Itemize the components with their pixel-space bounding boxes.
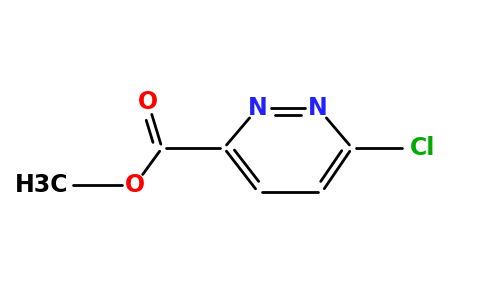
Text: O: O <box>125 173 145 197</box>
Text: N: N <box>248 96 268 120</box>
Text: O: O <box>138 90 158 114</box>
Text: H3C: H3C <box>15 173 68 197</box>
Text: Cl: Cl <box>410 136 436 160</box>
Text: N: N <box>308 96 328 120</box>
